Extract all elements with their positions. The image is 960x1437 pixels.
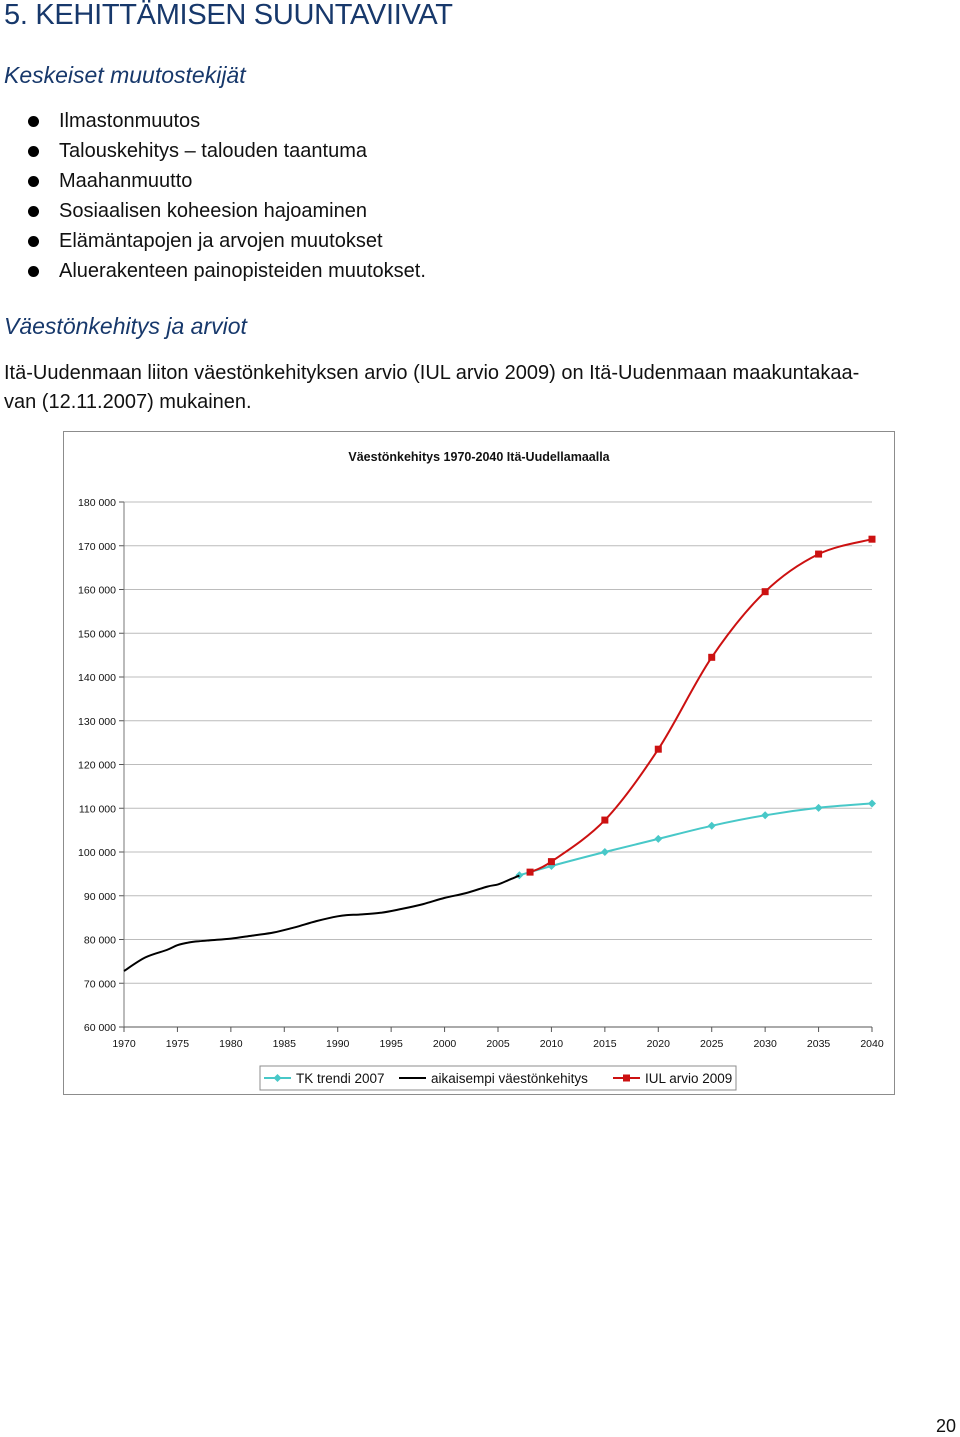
y-tick-label: 180 000: [78, 497, 116, 509]
data-point-tk-trendi-2007: [761, 811, 770, 820]
list-item-text: Talouskehitys – talouden taantuma: [59, 140, 367, 162]
paragraph-line: van (12.11.2007) mukainen.: [4, 391, 252, 413]
x-tick-label: 2005: [486, 1038, 510, 1050]
population-chart: Väestönkehitys 1970-2040 Itä-Uudellamaal…: [63, 431, 895, 1095]
data-point-tk-trendi-2007: [868, 799, 876, 808]
y-tick-label: 170 000: [78, 541, 116, 553]
data-point-iul-arvio-2009: [815, 550, 823, 558]
series-line-tk-trendi-2007: [519, 802, 873, 877]
y-tick-label: 90 000: [84, 891, 116, 903]
data-point-iul-arvio-2009: [547, 858, 555, 866]
x-tick-label: 1985: [273, 1038, 297, 1050]
key-drivers-title: Keskeiset muutostekijät: [4, 62, 246, 88]
bullet-icon: [28, 236, 39, 247]
x-tick-label: 1995: [379, 1038, 403, 1050]
population-section-title: Väestönkehitys ja arviot: [4, 313, 247, 339]
legend-swatch-marker: [273, 1074, 282, 1082]
x-tick-label: 2015: [593, 1038, 617, 1050]
x-tick-label: 2025: [700, 1038, 724, 1050]
bullet-icon: [28, 176, 39, 187]
list-item: Talouskehitys – talouden taantuma: [28, 136, 426, 166]
x-tick-label: 2000: [433, 1038, 457, 1050]
x-tick-label: 2040: [860, 1038, 884, 1050]
data-point-iul-arvio-2009: [761, 588, 769, 596]
page-number: 20: [935, 1416, 956, 1436]
data-point-tk-trendi-2007: [814, 803, 823, 812]
data-point-tk-trendi-2007: [515, 871, 524, 880]
list-item: Elämäntapojen ja arvojen muutokset: [28, 226, 426, 256]
chart-canvas: Väestönkehitys 1970-2040 Itä-Uudellamaal…: [78, 450, 884, 1091]
x-tick-label: 2030: [753, 1038, 777, 1050]
y-tick-label: 110 000: [79, 803, 116, 815]
data-point-tk-trendi-2007: [600, 848, 609, 856]
x-tick-label: 1975: [166, 1038, 190, 1050]
legend-box: [259, 1065, 737, 1091]
y-tick-label: 80 000: [84, 935, 116, 947]
y-tick-label: 160 000: [78, 585, 116, 597]
list-item-text: Maahanmuutto: [59, 170, 193, 192]
x-tick-label: 1970: [112, 1038, 136, 1050]
chart-title: Väestönkehitys 1970-2040 Itä-Uudellamaal…: [348, 450, 610, 464]
population-paragraph: Itä-Uudenmaan liiton väestönkehityksen a…: [4, 359, 954, 417]
legend-label: TK trendi 2007: [296, 1071, 385, 1086]
y-tick-label: 70 000: [84, 978, 116, 990]
legend-label: IUL arvio 2009: [645, 1071, 732, 1086]
bullet-icon: [28, 206, 39, 217]
legend-swatch-marker: [623, 1074, 630, 1082]
data-point-tk-trendi-2007: [654, 834, 663, 843]
series-line-aikaisempi-v-est-nkehitys: [123, 874, 520, 972]
bullet-icon: [28, 116, 39, 127]
x-tick-label: 2020: [647, 1038, 671, 1050]
section-heading: 5. KEHITTÄMISEN SUUNTAVIIVAT: [4, 0, 453, 31]
list-item-text: Ilmastonmuutos: [59, 110, 201, 132]
y-tick-label: 60 000: [84, 1022, 116, 1034]
paragraph-line: Itä-Uudenmaan liiton väestönkehityksen a…: [4, 362, 860, 384]
bullet-icon: [28, 146, 39, 157]
list-item: Ilmastonmuutos: [28, 106, 426, 136]
bullet-icon: [28, 266, 39, 277]
x-tick-label: 1990: [326, 1038, 350, 1050]
series-line-iul-arvio-2009: [529, 538, 873, 874]
key-drivers-list: Ilmastonmuutos Talouskehitys – talouden …: [28, 106, 426, 286]
y-tick-label: 140 000: [78, 672, 116, 684]
y-tick-label: 100 000: [78, 847, 116, 859]
list-item-text: Sosiaalisen koheesion hajoaminen: [59, 200, 367, 222]
data-point-iul-arvio-2009: [708, 653, 716, 661]
list-item-text: Aluerakenteen painopisteiden muutokset.: [59, 260, 426, 282]
list-item: Maahanmuutto: [28, 166, 426, 196]
data-point-iul-arvio-2009: [654, 745, 662, 753]
y-tick-label: 150 000: [78, 628, 116, 640]
data-point-iul-arvio-2009: [526, 868, 534, 876]
legend-label: aikaisempi väestönkehitys: [431, 1071, 588, 1086]
x-tick-label: 2010: [540, 1038, 564, 1050]
list-item: Sosiaalisen koheesion hajoaminen: [28, 196, 426, 226]
y-tick-label: 130 000: [78, 716, 116, 728]
y-tick-label: 120 000: [78, 760, 116, 772]
x-tick-label: 1980: [219, 1038, 243, 1050]
list-item: Aluerakenteen painopisteiden muutokset.: [28, 256, 426, 286]
list-item-text: Elämäntapojen ja arvojen muutokset: [59, 230, 383, 252]
data-point-tk-trendi-2007: [707, 821, 716, 830]
data-point-iul-arvio-2009: [868, 535, 876, 543]
x-tick-label: 2035: [807, 1038, 831, 1050]
data-point-iul-arvio-2009: [601, 816, 609, 824]
